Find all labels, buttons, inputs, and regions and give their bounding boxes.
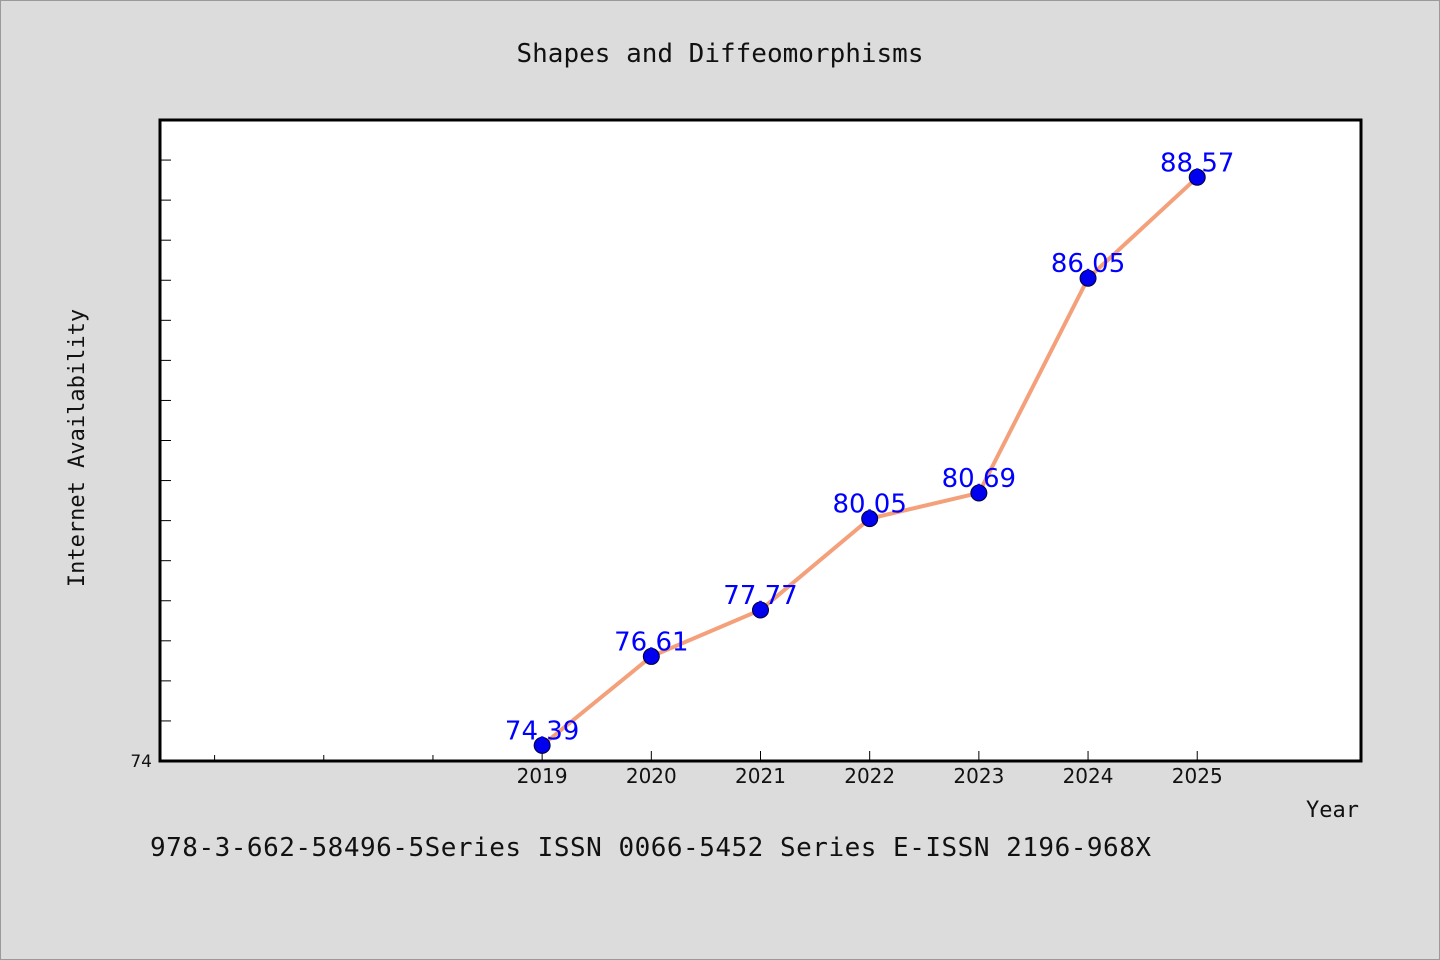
data-point-marker: [1188, 168, 1206, 186]
data-label: 74.39: [505, 716, 579, 746]
x-tick-label: 2019: [517, 764, 568, 788]
y-tick-label: 74: [130, 752, 152, 772]
plot-area: [158, 118, 1363, 763]
data-point-marker: [533, 736, 551, 754]
x-axis-label: Year: [1306, 798, 1359, 823]
data-label: 76.61: [614, 627, 688, 657]
x-tick-label: 2020: [626, 764, 677, 788]
data-label: 86.05: [1051, 249, 1125, 279]
data-point-marker: [861, 510, 879, 528]
data-point-marker: [642, 647, 660, 665]
x-tick-label: 2025: [1172, 764, 1223, 788]
footer-isbn-text: 978-3-662-58496-5Series ISSN 0066-5452 S…: [150, 833, 1152, 863]
data-labels-group: 74.39 76.61 77.77 80.05 80.69 86.05 88.57: [505, 148, 1235, 746]
x-tick-label: 2023: [953, 764, 1004, 788]
data-label: 88.57: [1160, 148, 1234, 178]
y-axis-label: Internet Availability: [65, 309, 90, 587]
x-axis-ticks: 2019 2020 2021 2022 2023 2024 2025: [214, 751, 1223, 788]
data-label: 77.77: [723, 581, 797, 611]
x-tick-label: 2024: [1063, 764, 1114, 788]
data-label: 80.69: [942, 464, 1016, 494]
series-line-group: [533, 168, 1206, 754]
x-tick-label: 2022: [844, 764, 895, 788]
data-point-marker: [1079, 269, 1097, 287]
data-point-marker: [970, 484, 988, 502]
chart-title: Shapes and Diffeomorphisms: [517, 39, 924, 69]
y-axis-ticks: 74: [130, 159, 171, 772]
data-label: 80.05: [832, 490, 906, 520]
x-tick-label: 2021: [735, 764, 786, 788]
data-point-marker: [752, 601, 769, 619]
